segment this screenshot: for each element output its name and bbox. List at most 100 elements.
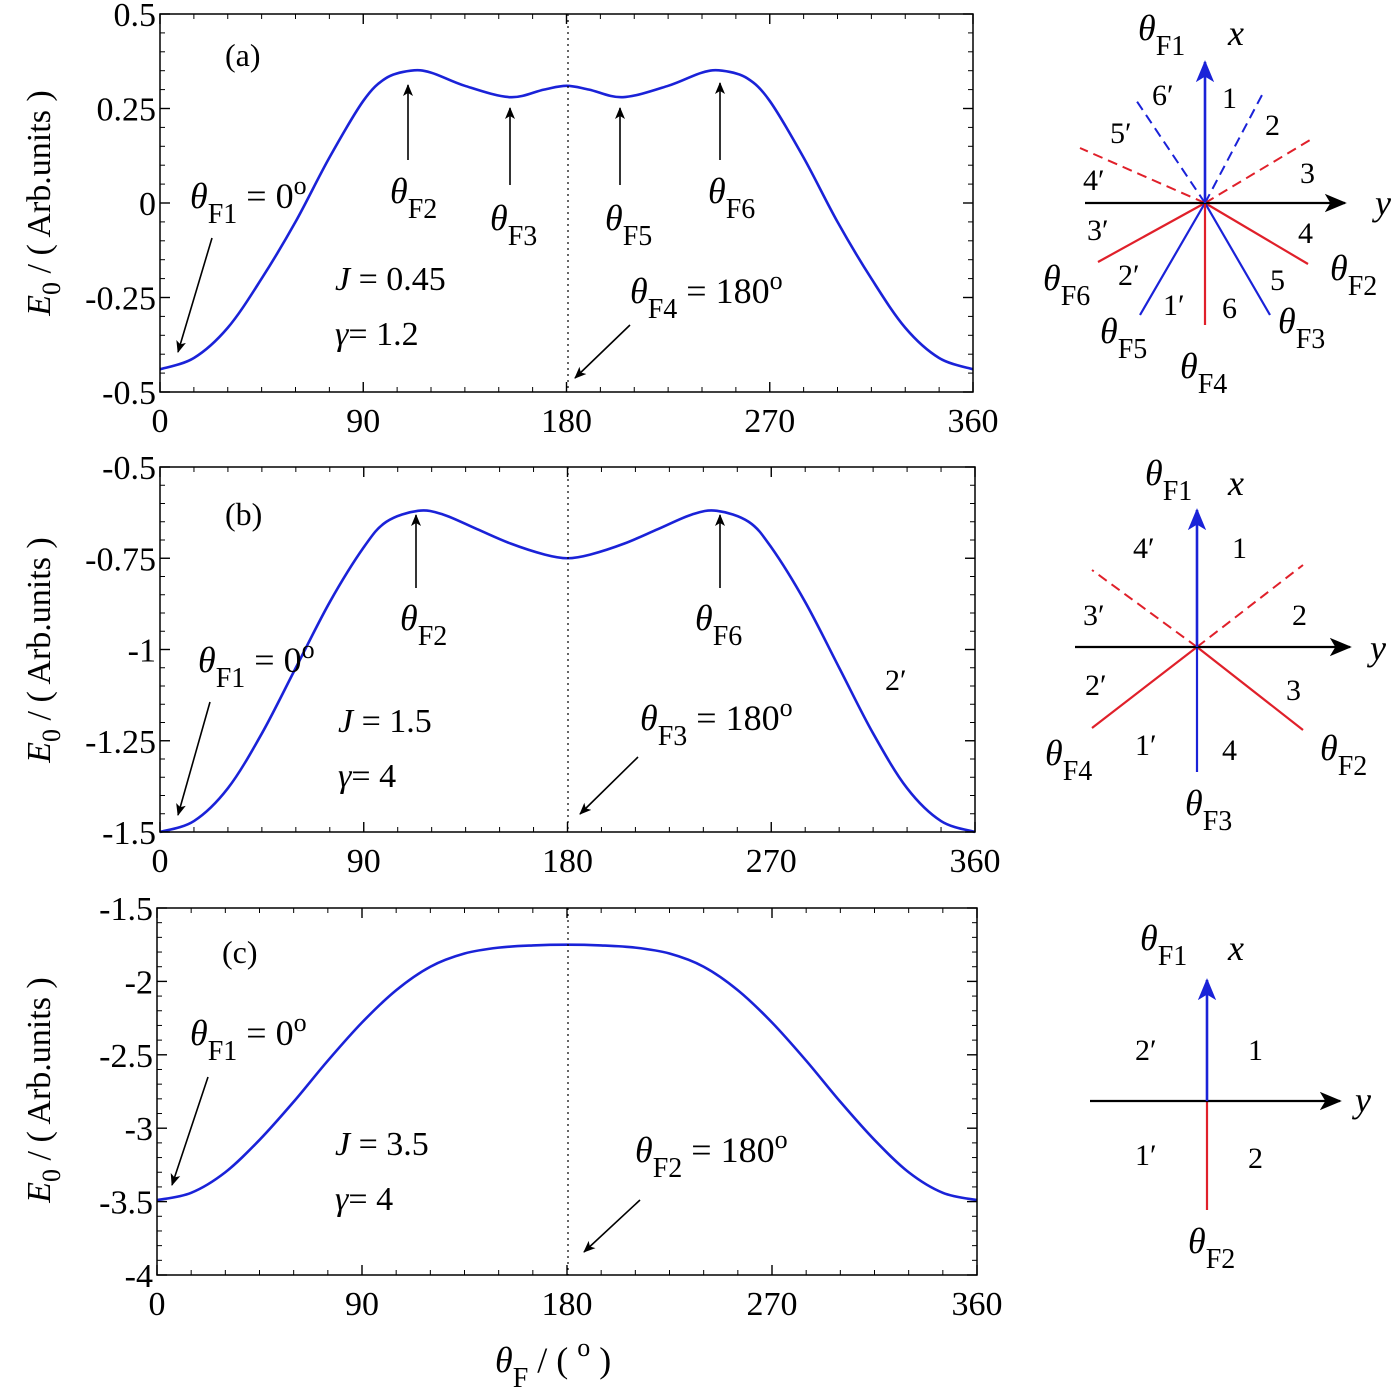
diagram-c-sector-2: 2: [1248, 1142, 1263, 1175]
panel-b: 0 90 180 270 360 -1.5 -1.25 -1 -0.75 -0.5 E0 / ( …: [21, 450, 1386, 880]
panel-c-arrow-f2: [583, 1199, 641, 1253]
panel-c-ytick-label: -2: [125, 964, 153, 1001]
diagram-b-x-label: x: [1227, 463, 1244, 503]
panel-c-param-gamma: γ= 4: [335, 1181, 393, 1218]
panel-a-anno-f3: θF3: [490, 198, 537, 252]
diagram-a-sector-6: 6: [1222, 292, 1237, 325]
panel-b-xtick-label: 0: [152, 843, 169, 880]
panel-c-diagram: x y 1 2 2′ 1′ θF1 θF2: [1090, 918, 1371, 1275]
diagram-b-sector-1: 1: [1232, 532, 1247, 565]
panel-a-ytick-label: 0.5: [114, 0, 157, 34]
svg-text:E0 / ( Arb.units ): E0 / ( Arb.units ): [21, 977, 66, 1204]
panel-b-label: (b): [225, 496, 262, 532]
diagram-a-ray-2: [1204, 139, 1311, 204]
panel-b-frame: [159, 466, 976, 833]
panel-b-ytick-label: -1.5: [102, 815, 156, 852]
panel-a-ytick-label: -0.25: [85, 281, 156, 318]
panel-a-anno-f6: θF6: [708, 171, 755, 225]
diagram-a-ray-f6: [1097, 202, 1206, 263]
panel-b-arrow-f3: [579, 756, 639, 815]
panel-b-stray-label: 2′: [885, 664, 907, 697]
panel-c-frame: [156, 907, 978, 1276]
diagram-a-label-f6: θF6: [1043, 258, 1090, 312]
panel-b-ytick-label: -1.25: [85, 724, 156, 761]
panel-a-frame: [159, 13, 974, 393]
diagram-a-sector-4: 4: [1298, 217, 1313, 250]
panel-a-param-gamma: γ= 1.2: [335, 316, 419, 353]
diagram-a-sector-2: 2: [1265, 109, 1280, 142]
panel-c-ytick-label: -1.5: [99, 891, 153, 928]
panel-b-ticks: 0 90 180 270 360 -1.5 -1.25 -1 -0.75 -0.5: [85, 450, 1000, 880]
panel-a-arrow-f4: [574, 324, 631, 379]
panel-a-ylabel-symbol: E: [21, 295, 58, 317]
panel-b-anno-f1: θF1 = 0o: [198, 635, 315, 694]
diagram-c-sector-1: 1: [1248, 1034, 1263, 1067]
diagram-b-sector-1p: 1′: [1135, 729, 1157, 762]
diagram-a-y-label: y: [1372, 183, 1391, 223]
diagram-a-label-f5: θF5: [1100, 311, 1147, 365]
diagram-a-sector-6p: 6′: [1152, 79, 1174, 112]
diagram-b-label-f1: θF1: [1145, 453, 1192, 507]
panel-c-param-j: J = 3.5: [335, 1126, 429, 1163]
diagram-b-label-f4: θF4: [1045, 733, 1092, 787]
diagram-a-sector-3: 3: [1300, 157, 1315, 190]
panel-a-label: (a): [225, 37, 261, 73]
panel-b-param-j: J = 1.5: [338, 703, 432, 740]
panel-a-ticks: 0 90 180 270 360 -0.5 -0.25 0 0.25 0.5: [85, 0, 998, 440]
panel-c-ticks: 0 90 180 270 360 -4 -3.5 -3 -2.5 -2 -1.5: [99, 891, 1002, 1323]
diagram-a-label-f1: θF1: [1138, 8, 1185, 62]
diagram-a-label-f3: θF3: [1278, 301, 1325, 355]
panel-c-xtick-label: 180: [542, 1286, 593, 1323]
diagram-a-label-f2: θF2: [1330, 248, 1377, 302]
panel-a-ytick-label: 0.25: [97, 92, 157, 129]
panel-a-param-j: J = 0.45: [335, 261, 446, 298]
panel-c-xtick-label: 90: [345, 1286, 379, 1323]
panel-a-ytick-label: 0: [139, 186, 156, 223]
diagram-b-ray-f2: [1196, 646, 1304, 731]
diagram-b-label-f2: θF2: [1320, 728, 1367, 782]
panel-c-ytick-label: -4: [125, 1258, 153, 1295]
panel-b-diagram: x y 1 2 3 4 4′ 3′ 2′ 1′ θF1 θF2 θF3 θF4: [1045, 453, 1386, 837]
panel-c: 0 90 180 270 360 -4 -3.5 -3 -2.5 -2 -1.5 E0 / ( Ar…: [21, 891, 1371, 1394]
diagram-a-sector-4p: 4′: [1083, 164, 1105, 197]
diagram-b-ray-f4: [1091, 646, 1198, 729]
panel-a-ylabel-sub: 0: [37, 282, 66, 295]
panel-a-anno-f4: θF4 = 180o: [630, 266, 783, 325]
panel-c-ytick-label: -3: [125, 1111, 153, 1148]
diagram-a-ray-f3: [1204, 202, 1271, 316]
diagram-b-label-f3: θF3: [1185, 783, 1232, 837]
diagram-b-ray-2: [1196, 564, 1304, 648]
panel-b-xtick-label: 360: [950, 843, 1001, 880]
panel-c-xtick-label: 0: [149, 1286, 166, 1323]
diagram-c-y-label: y: [1352, 1080, 1371, 1120]
svg-text:E0 / ( Arb.units ): E0 / ( Arb.units ): [21, 537, 66, 764]
panel-c-arrow-f1: [170, 1076, 209, 1186]
diagram-b-ray-3p: [1091, 569, 1198, 648]
diagram-a-x-label: x: [1227, 13, 1244, 53]
diagram-a-ray-6p: [1135, 99, 1206, 204]
panel-c-xtick-label: 270: [747, 1286, 798, 1323]
diagram-b-sector-2p: 2′: [1085, 669, 1107, 702]
diagram-a-ray-f2: [1204, 202, 1309, 265]
diagram-c-sector-2p: 2′: [1135, 1034, 1157, 1067]
svg-text:E0 / ( Arb.units ): E0 / ( Arb.units ): [21, 90, 66, 317]
panel-a-xtick-label: 270: [744, 403, 795, 440]
panel-a-y-axis-label: E0 / ( Arb.units ): [21, 90, 66, 317]
diagram-c-sector-1p: 1′: [1135, 1139, 1157, 1172]
panel-c-ytick-label: -3.5: [99, 1185, 153, 1222]
panel-a-anno-f2: θF2: [390, 171, 437, 225]
panel-c-anno-f2: θF2 = 180o: [635, 1125, 788, 1184]
diagram-a-label-f4: θF4: [1180, 346, 1227, 400]
panel-a-series-line: [159, 68, 974, 371]
panel-b-ytick-label: -0.75: [85, 541, 156, 578]
panel-c-anno-f1: θF1 = 0o: [190, 1008, 307, 1067]
panel-a-curve-layer: [159, 68, 974, 371]
panel-c-ytick-label: -2.5: [99, 1038, 153, 1075]
panel-b-anno-f2: θF2: [400, 598, 447, 652]
panel-b-y-axis-label: E0 / ( Arb.units ): [21, 537, 66, 764]
panel-c-y-axis-label: E0 / ( Arb.units ): [21, 977, 66, 1204]
diagram-b-y-label: y: [1367, 628, 1386, 668]
panel-a-ylabel-rest: / ( Arb.units ): [21, 90, 58, 282]
panel-a-diagram: x y 1 2 3 4 5 6 6′ 5′ 4′ 3′ 2′ 1′ θF1 θF…: [1043, 8, 1391, 400]
